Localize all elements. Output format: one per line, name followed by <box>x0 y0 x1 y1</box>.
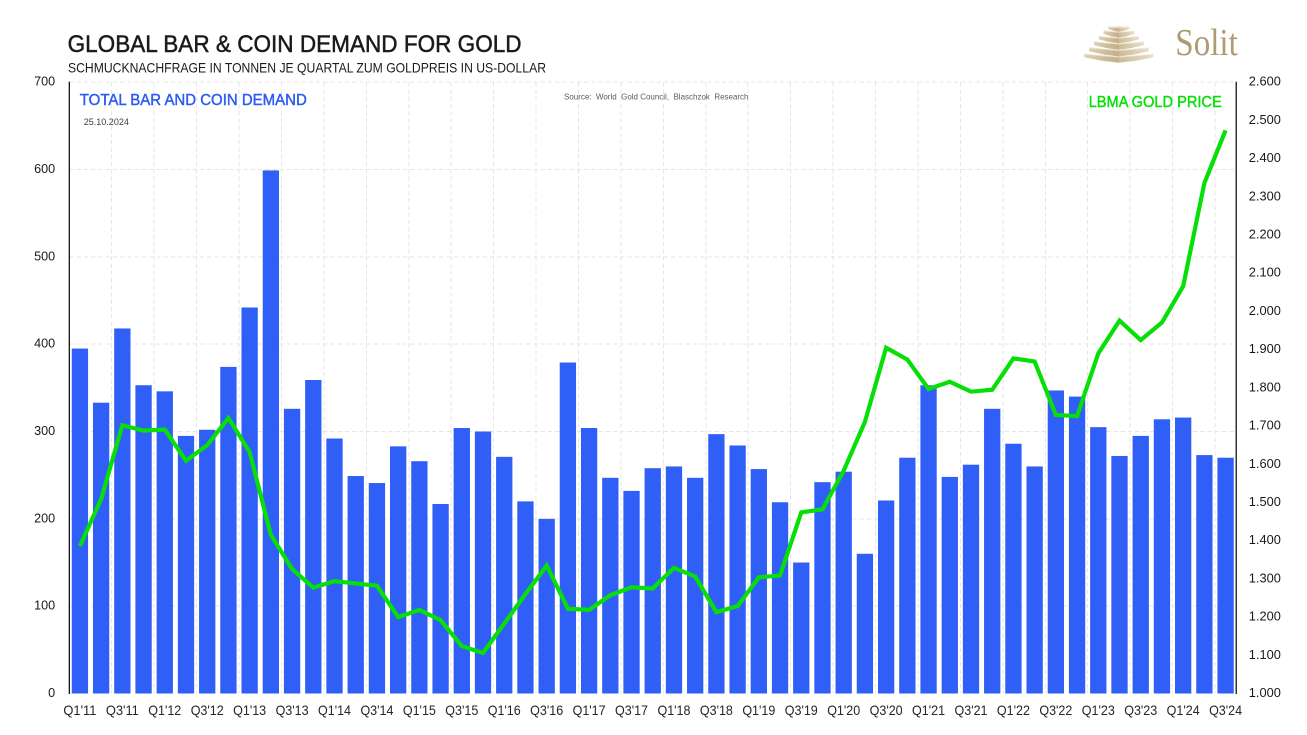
svg-text:Q1'20: Q1'20 <box>827 702 860 718</box>
svg-text:Q1'11: Q1'11 <box>63 702 96 718</box>
svg-text:Q1'24: Q1'24 <box>1167 702 1200 718</box>
svg-text:Q1'13: Q1'13 <box>233 702 266 718</box>
svg-text:1.700: 1.700 <box>1249 418 1281 433</box>
svg-text:Q3'15: Q3'15 <box>445 702 478 718</box>
svg-text:2.400: 2.400 <box>1249 150 1281 165</box>
svg-text:LBMA GOLD PRICE: LBMA GOLD PRICE <box>1089 94 1222 111</box>
svg-text:Q1'23: Q1'23 <box>1082 702 1115 718</box>
svg-text:Q1'12: Q1'12 <box>148 702 181 718</box>
svg-text:Q1'17: Q1'17 <box>573 702 606 718</box>
svg-text:Source: World Gold Council,: Source: World Gold Council, Blaschzok Re… <box>564 92 749 102</box>
svg-text:Q1'21: Q1'21 <box>912 702 945 718</box>
svg-text:1.900: 1.900 <box>1249 341 1281 356</box>
svg-text:Q1'22: Q1'22 <box>997 702 1030 718</box>
svg-text:400: 400 <box>34 337 55 351</box>
svg-text:Q3'23: Q3'23 <box>1124 702 1157 718</box>
svg-text:Q3'22: Q3'22 <box>1039 702 1072 718</box>
svg-text:100: 100 <box>34 599 55 613</box>
svg-text:Q3'20: Q3'20 <box>870 702 903 718</box>
svg-text:Q1'18: Q1'18 <box>657 702 690 718</box>
svg-text:1.000: 1.000 <box>1249 685 1281 700</box>
svg-text:600: 600 <box>34 162 55 176</box>
svg-text:300: 300 <box>34 424 55 438</box>
svg-text:Q3'18: Q3'18 <box>700 702 733 718</box>
svg-text:2.000: 2.000 <box>1249 303 1281 318</box>
svg-text:Q3'24: Q3'24 <box>1209 702 1242 718</box>
svg-text:1.100: 1.100 <box>1249 647 1281 662</box>
svg-text:1.600: 1.600 <box>1249 456 1281 471</box>
svg-text:Q3'12: Q3'12 <box>191 702 224 718</box>
svg-text:2.200: 2.200 <box>1249 227 1281 242</box>
svg-text:200: 200 <box>34 511 55 525</box>
svg-text:1.200: 1.200 <box>1249 609 1281 624</box>
svg-text:Q3'14: Q3'14 <box>360 702 393 718</box>
svg-text:Q1'15: Q1'15 <box>403 702 436 718</box>
svg-text:Q3'11: Q3'11 <box>106 702 139 718</box>
svg-text:2.100: 2.100 <box>1249 265 1281 280</box>
svg-text:1.300: 1.300 <box>1249 570 1281 585</box>
svg-text:Q3'13: Q3'13 <box>276 702 309 718</box>
svg-text:1.800: 1.800 <box>1249 379 1281 394</box>
svg-text:2.500: 2.500 <box>1249 112 1281 127</box>
svg-text:GLOBAL BAR & COIN DEMAND FOR G: GLOBAL BAR & COIN DEMAND FOR GOLD <box>68 31 522 58</box>
svg-text:Q3'21: Q3'21 <box>955 702 988 718</box>
svg-text:Q1'16: Q1'16 <box>488 702 521 718</box>
svg-text:1.400: 1.400 <box>1249 532 1281 547</box>
svg-text:Q3'17: Q3'17 <box>615 702 648 718</box>
svg-text:500: 500 <box>34 249 55 263</box>
svg-text:Q3'19: Q3'19 <box>785 702 818 718</box>
svg-text:25.10.2024: 25.10.2024 <box>84 117 129 127</box>
svg-text:Q1'14: Q1'14 <box>318 702 351 718</box>
svg-text:700: 700 <box>34 75 55 89</box>
svg-text:2.600: 2.600 <box>1249 74 1281 89</box>
svg-text:2.300: 2.300 <box>1249 188 1281 203</box>
svg-text:Solit: Solit <box>1175 22 1238 64</box>
svg-text:0: 0 <box>48 686 55 700</box>
svg-text:Q3'16: Q3'16 <box>530 702 563 718</box>
svg-text:Q1'19: Q1'19 <box>742 702 775 718</box>
svg-text:TOTAL BAR AND COIN DEMAND: TOTAL BAR AND COIN DEMAND <box>80 92 307 109</box>
svg-text:1.500: 1.500 <box>1249 494 1281 509</box>
svg-text:SCHMUCKNACHFRAGE IN TONNEN JE: SCHMUCKNACHFRAGE IN TONNEN JE QUARTAL ZU… <box>68 61 546 76</box>
